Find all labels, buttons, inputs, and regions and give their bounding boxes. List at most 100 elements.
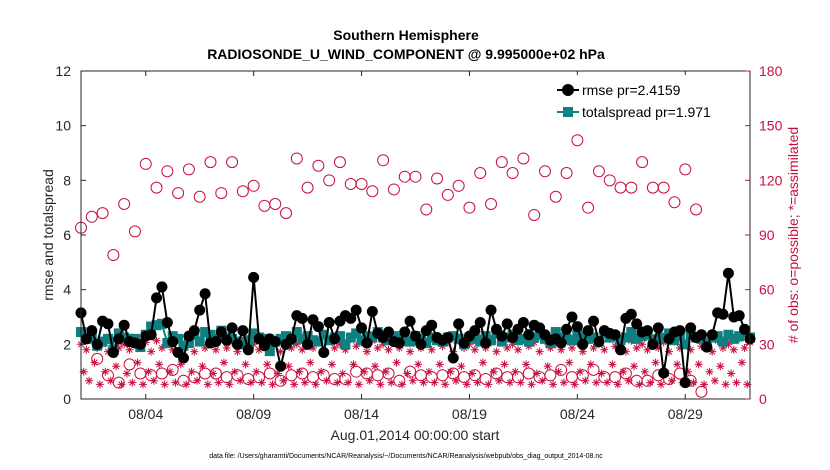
totalspread-point [631,333,642,344]
rmse-point [485,304,497,316]
possible-point [571,134,584,147]
assimilated-point [284,362,293,371]
assimilated-point [684,367,692,376]
rmse-point [609,329,621,341]
legend-rmse-marker [562,84,574,96]
y-right-tick-label: 150 [759,118,783,134]
rmse-point [523,329,535,341]
assimilated-point [651,358,660,367]
assimilated-point [354,380,363,389]
assimilated-point [209,369,218,378]
rmse-point [501,318,513,330]
assimilated-point [373,344,382,352]
assimilated-point [147,347,156,356]
possible-point [112,376,125,389]
assimilated-point [657,380,665,389]
assimilated-point [79,367,88,376]
possible-point [128,225,141,238]
possible-point [512,371,525,384]
assimilated-point [570,380,579,389]
assimilated-point [252,367,261,376]
rmse-point [447,352,459,364]
legend-spread-label: totalspread pr=1.971 [582,104,711,120]
assimilated-point [689,378,698,387]
totalspread-point [718,336,729,347]
possible-point [603,174,616,187]
rmse-point [571,321,583,333]
possible-point [549,190,562,203]
totalspread-point [561,333,572,344]
assimilated-point [246,378,255,387]
chart-title: Southern Hemisphere [333,27,479,43]
assimilated-point [576,367,585,376]
totalspread-point [399,335,410,346]
assimilated-point [379,340,388,349]
assimilated-point [559,378,568,387]
assimilated-point [627,336,636,345]
possible-point [538,165,551,178]
assimilated-point [279,376,288,385]
assimilated-point [149,376,158,385]
assimilated-point [403,369,412,378]
assimilated-point [532,369,541,378]
assimilated-point [462,380,471,389]
possible-point [269,198,282,211]
assimilated-point [565,358,574,367]
y-tick-label: 4 [63,282,71,298]
totalspread-point [102,333,113,344]
assimilated-point [152,336,161,345]
totalspread-point [583,333,594,344]
assimilated-point [724,340,733,349]
totalspread-point [523,336,534,347]
assimilated-point [427,345,436,354]
rmse-point [582,325,594,337]
assimilated-point [608,360,617,369]
totalspread-point [572,329,583,340]
assimilated-point [514,345,522,354]
totalspread-point [248,328,259,339]
assimilated-point [538,376,547,385]
assimilated-point [694,360,703,369]
possible-point [85,210,98,223]
assimilated-point [230,367,239,376]
x-tick-label: 08/09 [236,406,271,422]
y-tick-label: 8 [63,172,71,188]
totalspread-point [475,336,486,347]
possible-point [350,365,363,378]
assimilated-point [419,378,428,387]
possible-point [555,363,568,376]
assimilated-point [114,344,123,352]
totalspread-point [486,335,497,346]
possible-point [420,203,433,216]
assimilated-point [101,367,110,376]
totalspread-point [264,346,275,357]
possible-point [463,201,476,214]
assimilated-point [295,367,304,376]
possible-point [355,177,368,190]
assimilated-point [362,347,371,356]
assimilated-point [543,362,552,371]
possible-point [393,374,406,387]
possible-point [431,172,444,185]
assimilated-point [341,345,350,354]
possible-point [247,179,260,192]
possible-point [646,181,659,194]
possible-point [414,369,427,382]
rmse-point [474,316,486,328]
possible-point [263,367,276,380]
rmse-point [517,316,529,328]
possible-point [695,385,708,398]
assimilated-point [330,344,339,352]
rmse-point [701,341,713,353]
rmse-point [345,312,357,324]
possible-point [565,371,578,384]
assimilated-point [309,344,317,352]
rmse-point [312,321,324,333]
assimilated-point [516,378,525,387]
totalspread-point [615,335,626,346]
possible-point [339,372,352,385]
assimilated-point [233,347,242,356]
totalspread-point [297,333,308,344]
assimilated-point [619,367,628,376]
